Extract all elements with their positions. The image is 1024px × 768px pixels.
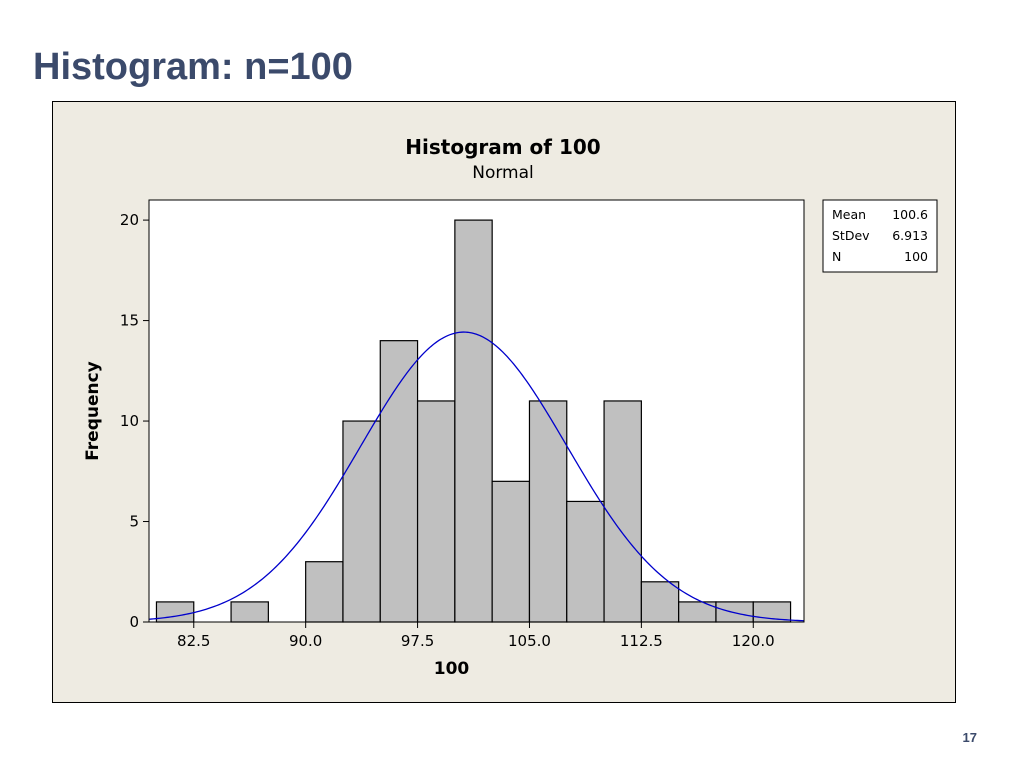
histogram-figure: Histogram of 100 Normal 0 5 10 15 20 82.5 90.0 97… <box>52 101 956 703</box>
chart-title: Histogram of 100 <box>405 135 600 159</box>
y-tick-label: 10 <box>120 412 139 430</box>
y-tick-label: 15 <box>120 312 139 330</box>
histogram-bar <box>155 601 195 623</box>
y-tick-label: 20 <box>120 211 139 229</box>
legend-value: 6.913 <box>892 228 928 243</box>
histogram-bar <box>342 420 381 623</box>
x-axis-label: 100 <box>434 659 470 679</box>
legend-label: N <box>832 249 841 264</box>
legend-value: 100 <box>904 249 928 264</box>
page-number: 17 <box>962 730 977 745</box>
histogram-bar <box>416 400 456 623</box>
histogram-chart: Histogram of 100 Normal 0 5 10 15 20 82.5 90.0 97… <box>83 135 938 679</box>
legend-box <box>822 199 938 273</box>
histogram-bar <box>454 219 493 623</box>
x-tick-label: 97.5 <box>401 632 434 650</box>
normal-fit-curve <box>148 331 805 622</box>
histogram-bar <box>566 500 605 623</box>
chart-subtitle: Normal <box>472 163 534 183</box>
slide-title: Histogram: n=100 <box>33 46 353 88</box>
x-tick-label: 90.0 <box>289 632 322 650</box>
histogram-bar <box>230 601 269 623</box>
legend-label: StDev <box>832 228 870 243</box>
histogram-bar <box>715 601 754 623</box>
x-tick-label: 82.5 <box>177 632 210 650</box>
histogram-bar <box>491 480 531 623</box>
histogram-bar <box>640 581 680 623</box>
x-tick-label: 120.0 <box>732 632 775 650</box>
x-tick-label: 105.0 <box>508 632 551 650</box>
legend-value: 100.6 <box>892 207 928 222</box>
histogram-bar <box>379 340 419 623</box>
legend-label: Mean <box>832 207 866 222</box>
x-tick-label: 112.5 <box>620 632 663 650</box>
histogram-bar <box>603 400 642 623</box>
y-tick-label: 0 <box>129 613 139 631</box>
plot-border <box>148 199 805 623</box>
y-axis-label: Frequency <box>83 361 103 461</box>
histogram-bar <box>528 400 568 623</box>
y-tick-label: 5 <box>129 513 139 531</box>
histogram-bar <box>305 561 344 623</box>
